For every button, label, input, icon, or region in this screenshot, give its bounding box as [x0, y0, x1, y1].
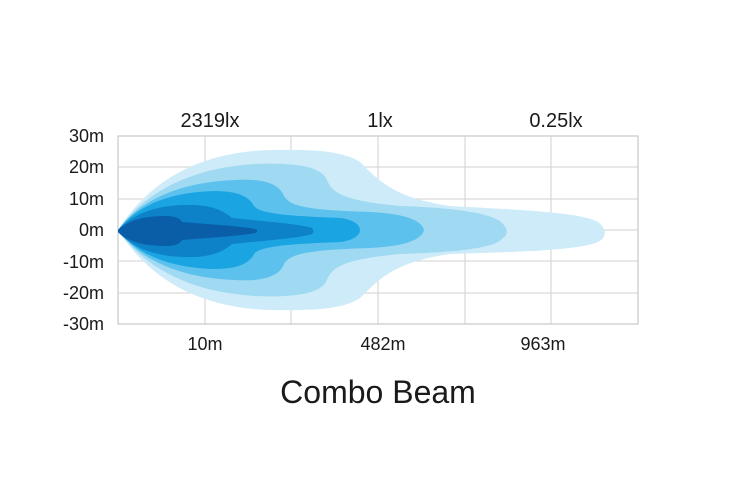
lux-label: 2319lx — [181, 110, 240, 132]
lux-label: 0.25lx — [529, 110, 582, 132]
distance-label: 963m — [520, 334, 565, 354]
y-tick-label: -10m — [63, 252, 104, 272]
beam-core — [118, 216, 258, 246]
distance-label: 482m — [360, 334, 405, 354]
y-tick-label: -30m — [63, 314, 104, 334]
y-axis: 30m 20m 10m 0m -10m -20m -30m — [63, 126, 104, 334]
y-tick-label: 0m — [79, 220, 104, 240]
y-tick-label: 10m — [69, 189, 104, 209]
bottom-distance-labels: 10m 482m 963m — [187, 334, 565, 354]
y-tick-label: -20m — [63, 283, 104, 303]
y-tick-label: 20m — [69, 157, 104, 177]
distance-label: 10m — [187, 334, 222, 354]
chart-title: Combo Beam — [280, 374, 476, 410]
lux-label: 1lx — [367, 110, 393, 132]
y-tick-label: 30m — [69, 126, 104, 146]
top-lux-labels: 2319lx 1lx 0.25lx — [181, 110, 583, 132]
